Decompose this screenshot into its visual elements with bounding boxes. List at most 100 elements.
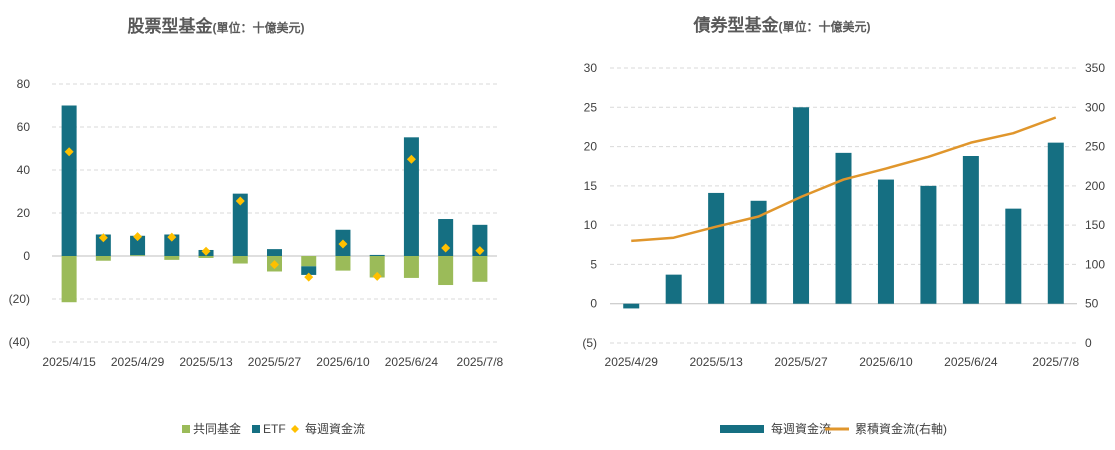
weekly-flow-marker (372, 271, 382, 281)
weekly-flow-marker (270, 260, 279, 270)
legend-label-weekly-flow: 每週資金流 (771, 421, 831, 436)
etf-bar (164, 234, 180, 256)
y2-tick-label: 50 (1085, 297, 1099, 311)
chart-title: 股票型基金(單位：十億美元) (128, 16, 305, 36)
y-tick-label: 15 (584, 179, 598, 193)
y-tick-label: 5 (590, 257, 597, 271)
legend-label-mutual-fund: 共同基金 (193, 421, 241, 436)
x-tick-label: 2025/4/29 (605, 355, 659, 369)
etf-bar (403, 137, 419, 256)
y2-tick-label: 0 (1085, 336, 1092, 350)
y2-tick-label: 250 (1085, 140, 1105, 154)
etf-bar (61, 105, 77, 256)
mutual-fund-bar (61, 256, 77, 303)
y2-tick-label: 350 (1085, 61, 1105, 75)
legend-swatch-weekly-flow (720, 425, 764, 433)
weekly-flow-marker (167, 232, 177, 242)
etf-bar (130, 235, 146, 256)
y2-tick-label: 150 (1085, 218, 1105, 232)
legend: 每週資金流 累積資金流(右軸) (720, 421, 947, 436)
equity-fund-chart-panel: 股票型基金(單位：十億美元) 80 60 40 20 0 (20) (40) 2025/4/… (0, 0, 540, 445)
weekly-flow-marker (133, 232, 143, 242)
etf-bar (267, 249, 282, 256)
y-tick-label: 10 (584, 218, 598, 232)
x-tick-label: 2025/6/10 (316, 355, 370, 369)
weekly-flow-marker (64, 147, 74, 157)
weekly-flow-bar (920, 185, 937, 304)
y-tick-label: 80 (17, 77, 31, 91)
weekly-flow-marker (98, 233, 108, 243)
y2-tick-label: 100 (1085, 257, 1105, 271)
mutual-fund-bar (472, 256, 488, 282)
y-tick-label: 30 (584, 61, 598, 75)
weekly-flow-marker (338, 239, 348, 249)
weekly-flow-bar (877, 179, 894, 304)
weekly-flow-bar (708, 192, 725, 304)
weekly-flow-bar (1005, 208, 1022, 304)
weekly-flow-marker (201, 246, 211, 256)
y2-tick-label: 200 (1085, 179, 1105, 193)
etf-bar (369, 254, 385, 256)
x-tick-label: 2025/5/27 (248, 355, 302, 369)
y-tick-label: 20 (17, 206, 31, 220)
weekly-flow-bar (793, 107, 810, 304)
weekly-flow-marker (475, 246, 485, 256)
etf-bar (438, 219, 454, 256)
x-tick-label: 2025/7/8 (457, 355, 504, 369)
x-tick-label: 2025/6/24 (385, 355, 439, 369)
weekly-flow-marker (235, 196, 245, 206)
mutual-fund-bar (95, 256, 111, 261)
legend-label-etf: ETF (263, 422, 286, 436)
weekly-flow-marker (304, 272, 314, 282)
chart-title: 債券型基金(單位：十億美元) (693, 15, 871, 35)
legend-swatch-mutual-fund (182, 425, 190, 433)
mutual-fund-bar (130, 255, 146, 256)
y-tick-label: (20) (9, 292, 30, 306)
mutual-fund-bar (198, 256, 214, 258)
weekly-flow-bar (962, 156, 979, 304)
weekly-flow-bar (750, 200, 767, 304)
etf-bar (95, 234, 111, 256)
cumulative-flow-line (631, 116, 1057, 243)
x-tick-label: 2025/7/8 (1032, 355, 1079, 369)
mutual-fund-bar (403, 256, 419, 278)
weekly-flow-bar (835, 152, 852, 304)
x-tick-label: 2025/5/27 (774, 355, 828, 369)
y2-tick-label: 300 (1085, 100, 1105, 114)
x-tick-label: 2025/6/10 (859, 355, 913, 369)
legend: 共同基金 ETF 每週資金流 (182, 421, 365, 436)
mutual-fund-bar (369, 256, 385, 278)
legend-swatch-etf (252, 425, 260, 433)
mutual-fund-bar (232, 256, 248, 264)
bond-fund-chart-panel: 債券型基金(單位：十億美元) 30 25 20 15 10 5 0 (5) 350 300 250… (555, 0, 1115, 445)
x-tick-label: 2025/4/29 (111, 355, 165, 369)
weekly-flow-bar (665, 274, 682, 304)
mutual-fund-bar (301, 256, 317, 267)
mutual-fund-bar (438, 256, 454, 286)
etf-bar (472, 224, 488, 256)
equity-fund-chart: 股票型基金(單位：十億美元) 80 60 40 20 0 (20) (40) 2025/4/… (9, 16, 504, 436)
y-tick-label: 25 (584, 100, 598, 114)
y-tick-label: 40 (17, 163, 31, 177)
y-tick-label: (40) (9, 335, 30, 349)
x-tick-label: 2025/5/13 (179, 355, 233, 369)
mutual-fund-bar (164, 256, 180, 260)
legend-label-cumulative-flow: 累積資金流(右軸) (855, 421, 947, 436)
weekly-flow-bar (623, 303, 640, 309)
x-tick-label: 2025/4/15 (42, 355, 96, 369)
y-tick-label: (5) (582, 336, 597, 350)
y-tick-label: 20 (584, 140, 598, 154)
x-tick-label: 2025/6/24 (944, 355, 998, 369)
y-tick-label: 0 (23, 249, 30, 263)
legend-swatch-weekly-flow (291, 425, 299, 433)
legend-label-weekly-flow: 每週資金流 (305, 421, 365, 436)
weekly-flow-marker (441, 243, 451, 253)
etf-bar (232, 193, 248, 256)
y-tick-label: 0 (590, 297, 597, 311)
mutual-fund-bar (335, 256, 351, 271)
weekly-flow-marker (406, 154, 416, 164)
weekly-flow-bar (1047, 142, 1064, 304)
y-tick-label: 60 (17, 120, 31, 134)
etf-bar (301, 266, 317, 275)
